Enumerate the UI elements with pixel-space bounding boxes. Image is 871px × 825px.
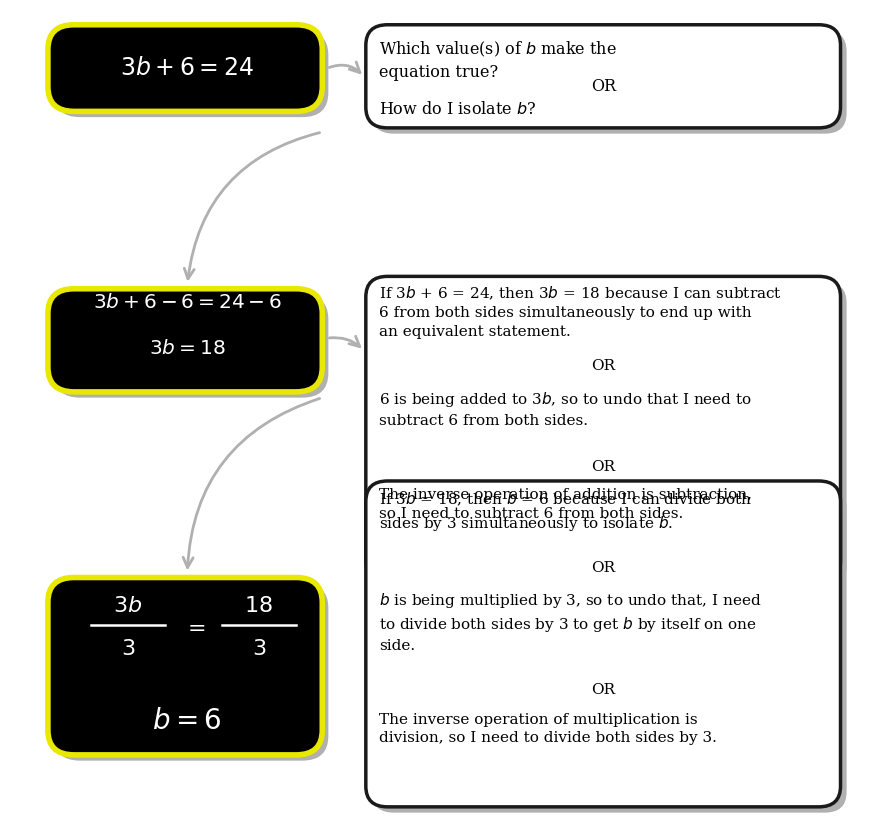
Text: $3b + 6 - 6 = 24 - 6$: $3b + 6 - 6 = 24 - 6$ [92,293,282,313]
Text: $3b + 6 = 24$: $3b + 6 = 24$ [120,57,254,80]
FancyBboxPatch shape [48,578,322,755]
FancyBboxPatch shape [366,276,841,582]
Text: 6 is being added to 3$b$, so to undo that I need to
subtract 6 from both sides.: 6 is being added to 3$b$, so to undo tha… [379,390,752,427]
Text: If 3$b$ = 18, then $b$ = 6 because I can divide both
sides by 3 simultaneously t: If 3$b$ = 18, then $b$ = 6 because I can… [379,491,753,533]
Text: $18$: $18$ [244,596,273,617]
Text: OR: OR [591,78,616,96]
Text: $b = 6$: $b = 6$ [152,709,222,735]
Text: OR: OR [591,460,616,474]
FancyBboxPatch shape [366,25,841,128]
FancyBboxPatch shape [366,481,841,807]
Text: $3$: $3$ [252,639,266,660]
FancyBboxPatch shape [54,295,328,398]
Text: OR: OR [591,359,616,373]
Text: $3b = 18$: $3b = 18$ [149,338,226,358]
Text: OR: OR [591,683,616,697]
FancyBboxPatch shape [48,289,322,392]
Text: $b$ is being multiplied by 3, so to undo that, I need
to divide both sides by 3 : $b$ is being multiplied by 3, so to undo… [379,591,761,653]
FancyBboxPatch shape [372,282,847,587]
FancyBboxPatch shape [372,31,847,134]
FancyBboxPatch shape [372,487,847,813]
Text: OR: OR [591,561,616,575]
FancyBboxPatch shape [54,583,328,761]
Text: $=$: $=$ [183,616,206,638]
FancyBboxPatch shape [54,31,328,117]
FancyBboxPatch shape [48,25,322,111]
Text: $3b$: $3b$ [113,596,143,617]
Text: If 3$b$ + 6 = 24, then 3$b$ = 18 because I can subtract
6 from both sides simult: If 3$b$ + 6 = 24, then 3$b$ = 18 because… [379,285,782,339]
Text: How do I isolate $b$?: How do I isolate $b$? [379,101,537,118]
Text: Which value(s) of $b$ make the
equation true?: Which value(s) of $b$ make the equation … [379,40,617,81]
Text: The inverse operation of multiplication is
division, so I need to divide both si: The inverse operation of multiplication … [379,713,717,745]
Text: $3$: $3$ [121,639,135,660]
Text: The inverse operation of addition is subtraction,
so I need to subtract 6 from b: The inverse operation of addition is sub… [379,488,752,521]
